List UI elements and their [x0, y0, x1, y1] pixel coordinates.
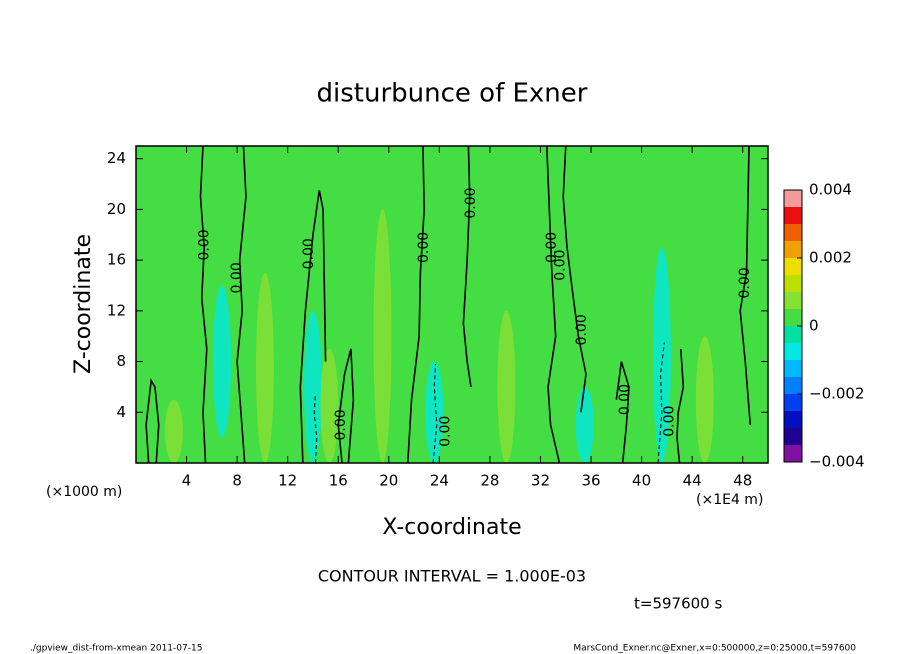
contour-label: 0.00 [333, 409, 349, 440]
field-feature [695, 336, 714, 463]
contour-label: 0.00 [617, 384, 633, 415]
x-tick-label: 4 [182, 472, 192, 490]
x-axis-label: X-coordinate [382, 515, 521, 540]
contour-interval: CONTOUR INTERVAL = 1.000E-03 [318, 567, 586, 586]
contour-line [337, 348, 355, 463]
contour-line [615, 361, 630, 463]
field-feature [303, 310, 322, 463]
x-tick-label: 16 [329, 472, 348, 490]
x-unit: (×1E4 m) [696, 492, 763, 508]
colorbar-swatch [784, 326, 802, 343]
field-feature [425, 361, 444, 463]
contour-line [145, 378, 160, 463]
colorbar-tick-label: 0.002 [809, 249, 852, 267]
x-tick-label: 36 [581, 472, 600, 490]
y-tick-label: 8 [116, 352, 126, 370]
contour-line [432, 364, 438, 463]
colorbar-swatch [784, 411, 802, 428]
contour-label: 0.00 [544, 232, 560, 263]
x-tick-label: 48 [733, 472, 752, 490]
chart-title: disturbunce of Exner [317, 79, 588, 109]
colorbar-swatch [784, 292, 802, 309]
x-tick-label: 32 [531, 472, 550, 490]
plot-frame [135, 145, 769, 464]
x-tick-label: 8 [232, 472, 242, 490]
contour-line [562, 146, 587, 413]
contour-label: 0.00 [438, 416, 454, 447]
colorbar-tick-label: −0.002 [809, 385, 865, 403]
colorbar-swatch [784, 394, 802, 411]
x-tick-label: 28 [480, 472, 499, 490]
colorbar-swatch [784, 241, 802, 258]
y-tick-label: 20 [107, 200, 126, 218]
x-tick-label: 44 [683, 472, 702, 490]
colorbar-tick-label: 0.004 [809, 181, 852, 199]
contour-label: 0.00 [661, 406, 677, 437]
colorbar-swatch [784, 309, 802, 326]
field-feature [320, 348, 339, 463]
x-tick-label: 12 [278, 472, 297, 490]
y-tick-label: 12 [107, 301, 126, 319]
contour-line [199, 146, 208, 463]
field-feature [373, 209, 392, 463]
contour-label: 0.00 [416, 232, 432, 263]
contour-label: 0.00 [229, 262, 245, 293]
contour-label: 0.00 [301, 238, 317, 269]
x-tick-label: 20 [379, 472, 398, 490]
x-tick-label: 24 [430, 472, 449, 490]
colorbar-swatch [784, 360, 802, 377]
contour-line [546, 146, 561, 463]
y-axis-label: Z-coordinate [71, 234, 96, 374]
colorbar-swatch [784, 275, 802, 292]
y-tick-label: 24 [107, 149, 126, 167]
colorbar-swatch [784, 190, 802, 207]
field-feature [575, 386, 594, 463]
field-feature [497, 310, 516, 463]
contour-label: 0.00 [463, 187, 479, 218]
y-tick-label: 4 [116, 403, 126, 421]
colorbar-tick-label: 0 [809, 317, 819, 335]
plot-area: 0.000.000.000.000.000.000.000.000.000.00… [136, 146, 768, 463]
colorbar-swatch [784, 258, 802, 275]
y-tick-label: 16 [107, 251, 126, 269]
contour-label: 0.00 [196, 229, 212, 260]
footer-left: ./gpview_dist-from-xmean 2011-07-15 [30, 644, 202, 654]
contour-line [236, 146, 247, 463]
contour-line [406, 146, 425, 463]
colorbar-tick-label: −0.004 [809, 453, 865, 471]
footer-right: MarsCond_Exner.nc@Exner,x=0:500000,z=0:2… [573, 644, 856, 654]
field-feature [255, 272, 274, 463]
colorbar-swatch [784, 207, 802, 224]
colorbar-swatch [784, 377, 802, 394]
contour-line [313, 393, 318, 463]
contour-label: 0.00 [553, 250, 569, 281]
contour-line [739, 146, 752, 426]
contour-line [462, 146, 472, 388]
field-feature [164, 399, 183, 463]
contour-label: 0.00 [737, 267, 753, 298]
field-feature [652, 247, 671, 463]
time-label: t=597600 s [634, 595, 722, 613]
y-unit: (×1000 m) [46, 484, 122, 500]
colorbar-swatch [784, 428, 802, 445]
contour-line [299, 190, 327, 463]
field-feature [212, 285, 231, 438]
contour-label: 0.00 [574, 314, 590, 345]
colorbar-swatch [784, 224, 802, 241]
x-tick-label: 40 [632, 472, 651, 490]
colorbar-swatch [784, 343, 802, 360]
contour-line [676, 348, 685, 463]
colorbar-swatch [784, 445, 802, 462]
